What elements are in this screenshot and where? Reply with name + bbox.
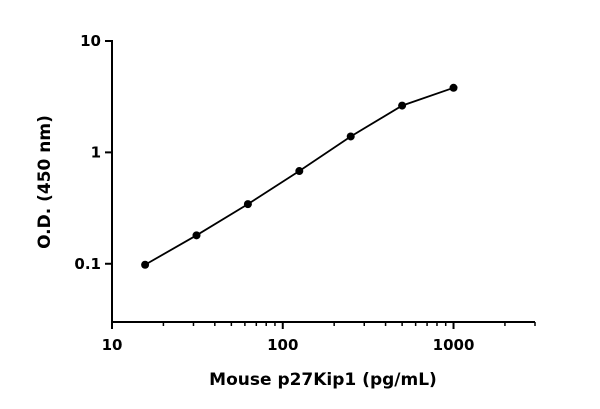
y-tick-label: 1 bbox=[91, 143, 101, 161]
data-point bbox=[243, 200, 252, 209]
data-point bbox=[449, 83, 458, 92]
data-point bbox=[141, 260, 150, 269]
x-tick-label: 100 bbox=[267, 336, 298, 354]
y-axis-title: O.D. (450 nm) bbox=[35, 115, 55, 249]
x-axis-title: Mouse p27Kip1 (pg/mL) bbox=[209, 370, 437, 390]
data-point bbox=[295, 167, 304, 176]
data-point bbox=[346, 132, 355, 141]
data-point bbox=[398, 101, 407, 110]
x-tick-label: 10 bbox=[102, 336, 123, 354]
y-tick-label: 0.1 bbox=[74, 255, 101, 273]
fit-line bbox=[144, 86, 454, 266]
data-point bbox=[192, 231, 201, 240]
x-tick-label: 1000 bbox=[433, 336, 475, 354]
y-tick-label: 10 bbox=[80, 32, 101, 50]
